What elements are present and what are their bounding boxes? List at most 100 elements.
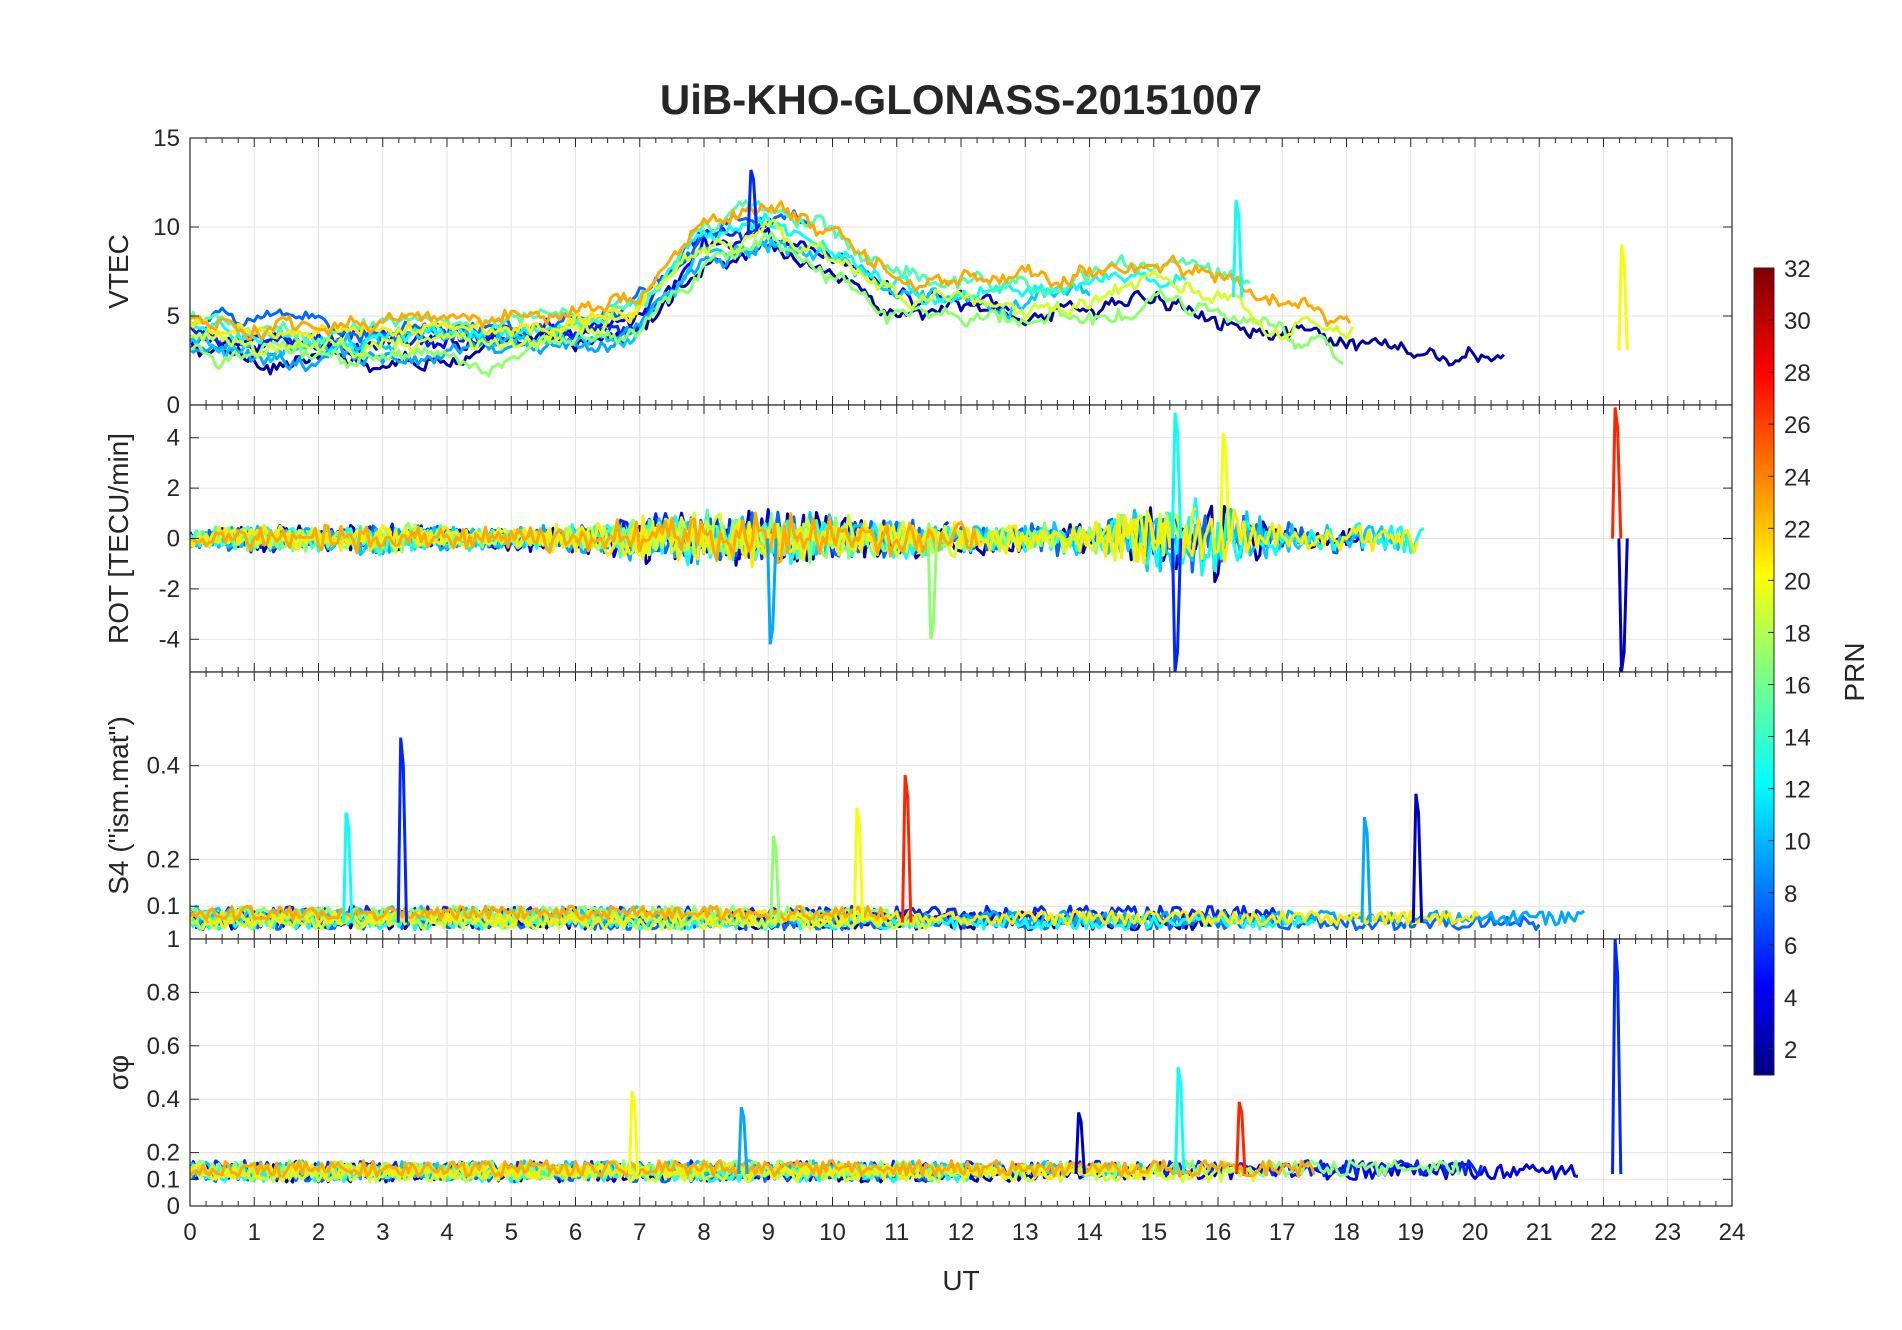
spike <box>1611 407 1623 539</box>
series-prn-19 <box>190 914 943 931</box>
y-tick-label: 2 <box>167 475 180 502</box>
y-tick-label: 0 <box>167 526 180 553</box>
y-tick-label: -2 <box>159 576 180 603</box>
spike <box>852 807 865 923</box>
colorbar-tick-label: 22 <box>1784 516 1811 543</box>
panel-rot: -4 -2 0 2 4 ROT [TECU/min] <box>103 404 1733 673</box>
series-group-rot <box>190 407 1629 672</box>
x-tick-label: 23 <box>1654 1219 1681 1246</box>
spike <box>1617 244 1629 351</box>
spike <box>1170 412 1183 539</box>
colorbar-tick-label: 14 <box>1784 725 1811 752</box>
colorbar-tick-label: 6 <box>1784 933 1797 960</box>
y-axis-label-rot: ROT [TECU/min] <box>103 433 134 644</box>
x-ticks-sigma <box>189 939 1733 1206</box>
spike <box>1235 1101 1247 1175</box>
panel-vtec: 0 5 10 15 VTEC <box>103 125 1733 419</box>
y-tick-label: 4 <box>167 425 180 452</box>
y-tick-label: 1 <box>167 926 180 953</box>
colorbar-tick-label: 4 <box>1784 985 1797 1012</box>
spike <box>737 1106 749 1175</box>
y-axis-label-vtec: VTEC <box>103 234 134 309</box>
spike <box>746 169 759 232</box>
colorbar-tick-label: 32 <box>1784 256 1811 283</box>
x-axis-label: UT <box>942 1265 979 1296</box>
x-tick-label: 3 <box>376 1219 389 1246</box>
series-prn-19 <box>190 219 1355 359</box>
series-prn-23 <box>190 1159 1316 1179</box>
series-prn-23 <box>190 511 979 565</box>
x-tick-label: 11 <box>884 1219 909 1246</box>
spike <box>1170 538 1183 672</box>
y-tick-label: 0.1 <box>147 1166 180 1193</box>
colorbar-tick-label: 12 <box>1784 777 1811 804</box>
series-prn-17 <box>190 231 1344 378</box>
series-prn-21 <box>190 1161 1152 1181</box>
colorbar-tick-label: 24 <box>1784 464 1811 491</box>
colorbar-tick-label: 26 <box>1784 412 1811 439</box>
x-tick-label: 18 <box>1333 1219 1360 1246</box>
x-tick-label: 1 <box>248 1219 261 1246</box>
y-tick-label: 0.2 <box>147 1140 180 1167</box>
x-tick-label: 22 <box>1590 1219 1617 1246</box>
series-group-sigma <box>190 939 1623 1184</box>
x-tick-label: 12 <box>948 1219 975 1246</box>
y-tick-label: -4 <box>159 626 180 653</box>
colorbar-tick-label: 16 <box>1784 673 1811 700</box>
y-tick-label: 0.2 <box>147 846 180 873</box>
spike <box>342 812 354 923</box>
figure-title: UiB-KHO-GLONASS-20151007 <box>660 76 1262 123</box>
spike <box>1231 200 1244 298</box>
x-tick-label: 4 <box>440 1219 453 1246</box>
x-tick-label: 6 <box>569 1219 582 1246</box>
x-ticks-s4 <box>189 672 1733 939</box>
colorbar-tick-label: 30 <box>1784 308 1811 335</box>
spike <box>1174 1066 1186 1175</box>
y-axis-label-sigma: σφ <box>103 1055 134 1090</box>
spike <box>1219 432 1231 539</box>
x-tick-label: 2 <box>312 1219 325 1246</box>
series-prn-23 <box>190 200 1352 341</box>
y-tick-label: 0 <box>167 1193 180 1220</box>
series-group-s4 <box>190 737 1586 932</box>
spike <box>1360 816 1372 923</box>
x-tick-label: 0 <box>183 1219 196 1246</box>
y-tick-label: 0.1 <box>147 893 180 920</box>
series-group-vtec <box>190 169 1629 378</box>
panel-s4: 0.1 0.2 0.4 S4 ("ism.mat") <box>103 671 1733 940</box>
spike <box>1411 793 1424 923</box>
colorbar-tick-label: 28 <box>1784 360 1811 387</box>
colorbar-gradient <box>1753 267 1775 1076</box>
x-ticks-rot <box>189 405 1733 672</box>
x-ticks-vtec <box>189 138 1733 405</box>
x-tick-label: 16 <box>1205 1219 1232 1246</box>
colorbar-tick-label: 8 <box>1784 881 1797 908</box>
x-tick-label: 5 <box>505 1219 518 1246</box>
spike <box>1074 1112 1086 1175</box>
spike <box>628 1090 640 1175</box>
colorbar-label: PRN <box>1839 642 1870 701</box>
x-tick-label: 7 <box>633 1219 646 1246</box>
spike <box>1611 939 1623 1175</box>
series-prn-21 <box>190 508 1419 569</box>
spike <box>766 538 778 645</box>
y-tick-label: 0.4 <box>147 753 180 780</box>
y-axis-label-s4: S4 ("ism.mat") <box>103 716 134 895</box>
colorbar-tick-label: 18 <box>1784 620 1811 647</box>
y-tick-label: 0 <box>167 392 180 419</box>
spike <box>1617 538 1629 672</box>
colorbar-tick-label: 20 <box>1784 568 1811 595</box>
spike <box>396 737 408 923</box>
colorbar-tick-label: 2 <box>1784 1037 1797 1064</box>
x-tick-label: 15 <box>1140 1219 1167 1246</box>
y-tick-label: 10 <box>153 214 180 241</box>
x-tick-label: 21 <box>1526 1219 1553 1246</box>
x-tick-label: 8 <box>697 1219 710 1246</box>
series-prn-13 <box>190 212 1187 358</box>
spike <box>769 835 781 923</box>
y-tick-label: 0.8 <box>147 979 180 1006</box>
spike <box>926 538 939 640</box>
